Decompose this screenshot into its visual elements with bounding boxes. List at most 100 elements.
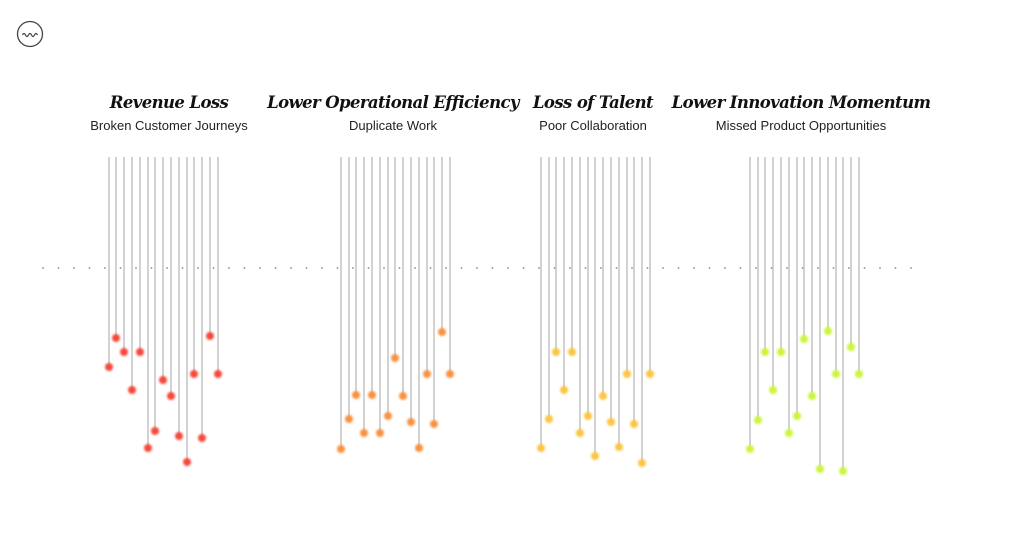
divider-dot — [73, 267, 75, 269]
divider-dot — [910, 267, 912, 269]
divider-dot — [460, 267, 463, 269]
hanging-dot — [128, 386, 136, 394]
hanging-dot — [438, 328, 446, 336]
divider-dot — [584, 267, 587, 269]
divider-dot — [600, 267, 602, 269]
group-heading-revenue-loss: Revenue Loss Broken Customer Journeys — [90, 92, 248, 134]
divider-dot — [398, 267, 401, 269]
hanging-dot — [360, 429, 368, 437]
hanging-dot — [214, 370, 222, 378]
divider-dot — [383, 267, 385, 269]
hanging-dot — [430, 420, 438, 428]
group-heading-loss-of-talent: Loss of Talent Poor Collaboration — [532, 92, 654, 134]
hanging-dot — [384, 412, 392, 420]
group-title: Lower Operational Efficiency — [267, 93, 519, 112]
hanging-dot — [591, 452, 599, 460]
hanging-dot — [800, 335, 808, 343]
hanging-dot — [151, 427, 159, 435]
divider-dot — [879, 267, 881, 269]
divider-dot — [150, 267, 153, 269]
hanging-dot — [623, 370, 631, 378]
wave-circle-icon — [16, 20, 44, 48]
hanging-dot — [793, 412, 801, 420]
divider-dot — [631, 267, 633, 269]
hanging-dot — [144, 444, 152, 452]
hanging-dot — [568, 348, 576, 356]
group-heading-innovation-momentum: Lower Innovation Momentum Missed Product… — [672, 92, 931, 134]
hanging-dot — [545, 415, 553, 423]
divider-dot — [57, 267, 60, 269]
divider-dot — [770, 267, 773, 269]
hanging-dot — [105, 363, 113, 371]
divider-dot — [305, 267, 308, 269]
hanging-dot — [761, 348, 769, 356]
divider-dot — [817, 267, 819, 269]
divider-dot — [522, 267, 525, 269]
divider-dot — [42, 267, 44, 269]
hanging-dot — [615, 443, 623, 451]
divider-dot — [863, 267, 866, 269]
divider-dot — [336, 267, 339, 269]
divider-dot — [119, 267, 122, 269]
divider-dot — [243, 267, 246, 269]
hanging-dot — [206, 332, 214, 340]
divider-dot — [724, 267, 726, 269]
group-subtitle: Missed Product Opportunities — [715, 118, 887, 133]
divider-dot — [414, 267, 416, 269]
divider-dot — [429, 267, 432, 269]
hanging-dot — [560, 386, 568, 394]
hanging-dot — [368, 391, 376, 399]
hanging-dot — [824, 327, 832, 335]
hanging-dot — [407, 418, 415, 426]
group-title: Loss of Talent — [532, 93, 654, 112]
hanging-dot — [415, 444, 423, 452]
divider-dot — [491, 267, 494, 269]
divider-dot — [569, 267, 571, 269]
hanging-dot — [847, 343, 855, 351]
hanging-dot — [345, 415, 353, 423]
hanging-dot — [808, 392, 816, 400]
hanging-dot — [337, 445, 345, 453]
hanging-dot — [746, 445, 754, 453]
hanging-dot — [839, 467, 847, 475]
divider-dot — [290, 267, 292, 269]
divider-dot — [677, 267, 680, 269]
hanging-dot — [352, 391, 360, 399]
group-title: Lower Innovation Momentum — [671, 93, 931, 112]
divider-dot — [476, 267, 478, 269]
hanging-dot — [576, 429, 584, 437]
hanging-dot — [785, 429, 793, 437]
group-subtitle: Poor Collaboration — [539, 118, 647, 133]
hanging-dot — [198, 434, 206, 442]
hanging-lines — [108, 157, 860, 471]
hanging-dots — [105, 327, 863, 475]
hanging-dot — [183, 458, 191, 466]
dotted-divider — [42, 267, 912, 269]
divider-dot — [646, 267, 649, 269]
divider-dot — [786, 267, 788, 269]
divider-dot — [367, 267, 370, 269]
divider-dot — [894, 267, 897, 269]
hanging-dot — [136, 348, 144, 356]
divider-dot — [553, 267, 556, 269]
divider-dot — [166, 267, 168, 269]
divider-dot — [755, 267, 757, 269]
divider-dot — [181, 267, 184, 269]
hanging-dot — [630, 420, 638, 428]
divider-dot — [104, 267, 106, 269]
divider-dot — [708, 267, 711, 269]
divider-dot — [538, 267, 540, 269]
hanging-dot — [399, 392, 407, 400]
hanging-dot — [754, 416, 762, 424]
hanging-dot — [855, 370, 863, 378]
hanging-dot — [584, 412, 592, 420]
divider-dot — [197, 267, 199, 269]
divider-dot — [352, 267, 354, 269]
divider-dot — [212, 267, 215, 269]
divider-dot — [693, 267, 695, 269]
hanging-dot — [159, 376, 167, 384]
divider-dot — [848, 267, 850, 269]
hanging-dot — [777, 348, 785, 356]
divider-dot — [259, 267, 261, 269]
